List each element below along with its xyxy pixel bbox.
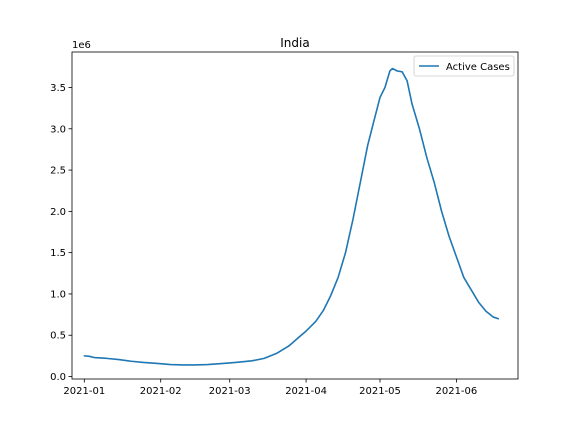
legend: Active Cases [413,55,515,77]
x-axis: 2021-01 2021-02 2021-03 2021-04 2021-05 2021-… [63,379,477,397]
y-tick-label: 1.5 [50,248,66,259]
x-tick-label: 2021-04 [285,386,327,397]
legend-box [413,55,515,77]
y-tick-label: 0.5 [50,331,66,342]
x-tick-label: 2021-06 [435,386,477,397]
series-line-active-cases [83,67,500,366]
y-tick-label: 3.5 [50,83,66,94]
x-tick-label: 2021-01 [63,386,105,397]
y-axis: 0.0 0.5 1.0 1.5 2.0 2.5 3.0 3.5 [50,83,72,383]
y-tick-label: 2.5 [50,166,66,177]
plot-frame [71,51,519,380]
y-tick-label: 1.0 [50,289,66,300]
legend-label: Active Cases [446,62,510,73]
x-tick-label: 2021-05 [359,386,401,397]
y-tick-label: 3.0 [50,124,66,135]
chart-title: India [280,36,309,50]
y-tick-label: 2.0 [50,207,66,218]
x-tick-label: 2021-02 [140,386,182,397]
y-tick-label: 0.0 [50,372,66,383]
y-offset-label: 1e6 [72,40,91,51]
plot-series [83,67,500,366]
x-tick-label: 2021-03 [209,386,251,397]
